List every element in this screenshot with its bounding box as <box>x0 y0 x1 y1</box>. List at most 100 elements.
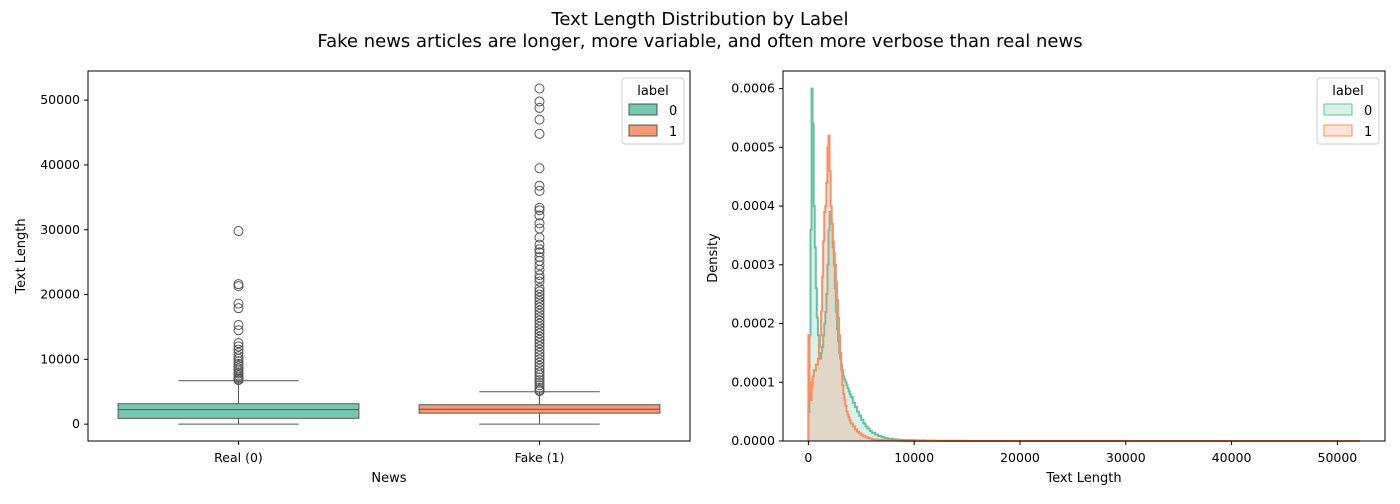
boxplot-outlier-point <box>233 303 244 314</box>
boxplot-outlier-point <box>534 210 545 221</box>
histogram-x-ticks: 0 10000 20000 30000 40000 50000 <box>804 441 1357 465</box>
histogram-y-tick-label: 0.0003 <box>731 257 775 272</box>
histogram-legend-title: label <box>1332 84 1363 99</box>
boxplot-outlier-point <box>534 344 545 355</box>
boxplot-y-tick-label: 40000 <box>40 157 80 172</box>
boxplot-y-tick-label: 30000 <box>40 222 80 237</box>
boxplot-outlier-point <box>534 341 545 352</box>
histogram-legend-label-1: 1 <box>1364 125 1372 140</box>
boxplot-panel: 0 10000 20000 30000 40000 50000 Real (0) Fake … <box>14 70 691 486</box>
boxplot-outlier-point <box>534 260 545 271</box>
histogram-legend-swatch-1 <box>1323 124 1353 137</box>
boxplot-outlier-point <box>534 338 545 349</box>
boxplot-legend-swatch-1 <box>628 124 658 137</box>
boxplot-outlier-point <box>534 283 545 294</box>
histogram-legend-label-0: 0 <box>1364 104 1372 119</box>
boxplot-outlier-point <box>534 360 545 371</box>
boxplot-outlier-point <box>233 281 244 292</box>
boxplot-legend-swatch-0 <box>628 103 658 116</box>
boxplot-legend-label-1: 1 <box>669 125 677 140</box>
boxplot-outlier-point <box>534 289 545 300</box>
boxplot-outlier-point <box>534 205 545 216</box>
histogram-y-tick-label: 0.0006 <box>731 81 775 96</box>
boxplot-outlier-point <box>534 357 545 368</box>
histogram-x-tick-label: 10000 <box>894 450 934 465</box>
boxplot-outlier-point <box>534 247 545 258</box>
histogram-y-tick-label: 0.0005 <box>731 139 775 154</box>
boxplot-outlier-point <box>534 375 545 386</box>
boxplot-outlier-point <box>534 299 545 310</box>
boxplot-outlier-point <box>534 325 545 336</box>
boxplot-outlier-point <box>534 351 545 362</box>
boxplot-outlier-point <box>534 382 545 393</box>
boxplot-outlier-point <box>233 325 244 336</box>
boxplot-outlier-point <box>534 331 545 342</box>
boxplot-y-axis-label: Text Length <box>14 218 29 294</box>
boxplot-outlier-point <box>534 239 545 250</box>
histogram-x-tick-label: 0 <box>804 450 812 465</box>
histogram-legend: label 0 1 <box>1316 77 1380 145</box>
histogram-x-tick-label: 50000 <box>1318 450 1358 465</box>
boxplot-outlier-point <box>534 364 545 375</box>
histogram-series-0-fill <box>808 88 1360 442</box>
boxplot-outlier-point <box>534 312 545 323</box>
histogram-series-0-line <box>807 87 1360 442</box>
histogram-frame <box>782 70 1386 442</box>
boxplot-outlier-point <box>233 341 244 352</box>
boxplot-outlier-point <box>534 163 545 174</box>
boxplot-outlier-point <box>534 185 545 196</box>
boxplot-outlier-point <box>534 380 545 391</box>
histogram-panel: 0.0000 0.0001 0.0002 0.0003 0.0004 0.0005 0.00… <box>706 70 1386 486</box>
boxplot-outlier-point <box>534 328 545 339</box>
boxplot-outlier-point <box>534 83 545 94</box>
boxplot-outlier-point <box>534 102 545 113</box>
boxplot-outlier-point <box>534 218 545 229</box>
boxplot-x-tick-label: Real (0) <box>214 450 263 465</box>
histogram-y-tick-label: 0.0000 <box>731 433 775 448</box>
boxplot-outlier-point <box>534 308 545 319</box>
boxplot-outlier-point <box>233 351 244 362</box>
boxplot-box <box>117 403 360 419</box>
histogram-x-tick-label: 20000 <box>1000 450 1040 465</box>
boxplot-outlier-point <box>233 356 244 367</box>
boxplot-outlier-point <box>233 279 244 290</box>
boxplot-outlier-point <box>534 202 545 213</box>
boxplot-outlier-point <box>534 305 545 316</box>
boxplot-outlier-point <box>534 276 545 287</box>
boxplot-outlier-point <box>534 223 545 234</box>
boxplot-outlier-point <box>534 180 545 191</box>
boxplot-outlier-point <box>534 354 545 365</box>
histogram-x-axis-label: Text Length <box>1045 471 1121 486</box>
boxplot-outlier-point <box>534 372 545 383</box>
boxplot-outlier-point <box>534 96 545 107</box>
boxplot-outlier-point <box>233 298 244 309</box>
boxplot-outlier-point <box>534 321 545 332</box>
boxplot-outlier-point <box>534 128 545 139</box>
histogram-y-tick-label: 0.0001 <box>731 374 775 389</box>
boxplot-legend: label 0 1 <box>621 77 685 145</box>
histogram-series <box>807 87 1360 442</box>
boxplot-x-axis-label: News <box>371 471 406 486</box>
boxplot-outlier-point <box>534 286 545 297</box>
histogram-series-1-fill <box>808 135 1360 441</box>
histogram-x-tick-label: 40000 <box>1212 450 1252 465</box>
boxplot-y-tick-label: 20000 <box>40 287 80 302</box>
boxplot-outlier-point <box>233 320 244 331</box>
figure-title: Text Length Distribution by Label <box>550 9 848 30</box>
boxplot-outlier-point <box>534 367 545 378</box>
boxplot-outlier-point <box>534 318 545 329</box>
boxplot-outlier-point <box>534 302 545 313</box>
histogram-legend-swatch-0 <box>1323 103 1353 116</box>
boxplot-outlier-point <box>534 273 545 284</box>
histogram-y-tick-label: 0.0002 <box>731 316 775 331</box>
boxplot-outlier-point <box>233 358 244 369</box>
boxplot-y-tick-label: 10000 <box>40 351 80 366</box>
boxplot-outlier-point <box>233 344 244 355</box>
boxplot-outlier-point <box>534 251 545 262</box>
boxplot-y-ticks: 0 10000 20000 30000 40000 50000 <box>40 92 88 431</box>
histogram-y-ticks: 0.0000 0.0001 0.0002 0.0003 0.0004 0.0005 0.00… <box>731 81 783 448</box>
boxplot-outlier-point <box>534 270 545 281</box>
boxplot-x-tick-label: Fake (1) <box>515 450 565 465</box>
boxplot-outlier-point <box>534 244 545 255</box>
